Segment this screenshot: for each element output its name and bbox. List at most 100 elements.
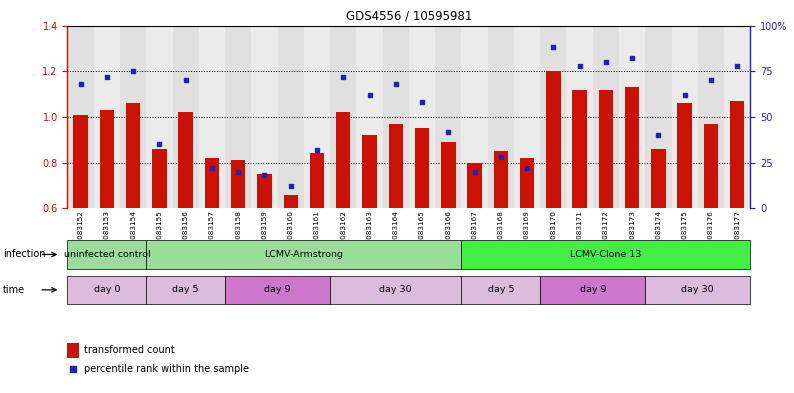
Bar: [546, 71, 561, 208]
FancyBboxPatch shape: [146, 276, 225, 304]
Point: [153, 141, 166, 147]
Bar: [330, 26, 357, 208]
Bar: [362, 135, 376, 208]
Bar: [304, 26, 330, 208]
Point: [704, 77, 717, 83]
Point: [284, 183, 297, 189]
Point: [547, 44, 560, 51]
Bar: [152, 149, 167, 208]
FancyBboxPatch shape: [330, 276, 461, 304]
Point: [599, 59, 612, 65]
Point: [652, 132, 665, 138]
FancyBboxPatch shape: [67, 276, 146, 304]
FancyBboxPatch shape: [540, 276, 646, 304]
Point: [179, 77, 192, 83]
Bar: [388, 124, 403, 208]
Bar: [205, 158, 219, 208]
Bar: [231, 160, 245, 208]
Bar: [672, 26, 698, 208]
Point: [206, 165, 218, 171]
Point: [101, 73, 114, 80]
Bar: [409, 26, 435, 208]
Point: [75, 81, 87, 87]
Text: infection: infection: [3, 250, 46, 259]
Bar: [646, 26, 672, 208]
Bar: [73, 115, 88, 208]
Text: GDS4556 / 10595981: GDS4556 / 10595981: [345, 10, 472, 23]
Text: day 5: day 5: [488, 285, 514, 294]
Bar: [414, 129, 430, 208]
Bar: [468, 163, 482, 208]
Text: day 0: day 0: [94, 285, 120, 294]
Point: [337, 73, 349, 80]
Bar: [520, 158, 534, 208]
Text: time: time: [3, 285, 25, 295]
Point: [389, 81, 402, 87]
FancyBboxPatch shape: [646, 276, 750, 304]
Bar: [698, 26, 724, 208]
Point: [495, 154, 507, 160]
Text: day 9: day 9: [264, 285, 291, 294]
Bar: [283, 195, 298, 208]
Text: uninfected control: uninfected control: [64, 250, 150, 259]
Bar: [494, 151, 508, 208]
Bar: [310, 153, 324, 208]
Bar: [126, 103, 141, 208]
Text: day 30: day 30: [681, 285, 714, 294]
Bar: [724, 26, 750, 208]
Point: [468, 169, 481, 175]
Bar: [566, 26, 593, 208]
Bar: [252, 26, 278, 208]
Bar: [599, 90, 613, 208]
Point: [573, 62, 586, 69]
Text: day 30: day 30: [380, 285, 412, 294]
Bar: [651, 149, 665, 208]
Point: [67, 366, 79, 373]
Text: day 9: day 9: [580, 285, 606, 294]
Bar: [67, 343, 79, 358]
Point: [521, 165, 534, 171]
Bar: [100, 110, 114, 208]
FancyBboxPatch shape: [225, 276, 330, 304]
Text: day 5: day 5: [172, 285, 199, 294]
Point: [232, 169, 245, 175]
Bar: [120, 26, 146, 208]
Bar: [514, 26, 540, 208]
Bar: [225, 26, 252, 208]
Point: [442, 129, 455, 135]
Bar: [540, 26, 566, 208]
Bar: [730, 101, 745, 208]
Bar: [593, 26, 619, 208]
Bar: [488, 26, 514, 208]
Bar: [94, 26, 120, 208]
FancyBboxPatch shape: [67, 240, 146, 269]
Text: LCMV-Armstrong: LCMV-Armstrong: [264, 250, 343, 259]
FancyBboxPatch shape: [461, 240, 750, 269]
Bar: [383, 26, 409, 208]
Bar: [179, 112, 193, 208]
FancyBboxPatch shape: [461, 276, 540, 304]
Point: [127, 68, 140, 74]
Point: [258, 172, 271, 178]
Point: [730, 62, 743, 69]
Text: LCMV-Clone 13: LCMV-Clone 13: [570, 250, 642, 259]
Bar: [278, 26, 304, 208]
FancyBboxPatch shape: [146, 240, 461, 269]
Bar: [572, 90, 587, 208]
Point: [363, 92, 376, 98]
Bar: [198, 26, 225, 208]
Point: [310, 147, 323, 153]
Bar: [677, 103, 692, 208]
Bar: [172, 26, 198, 208]
Bar: [336, 112, 350, 208]
Bar: [625, 87, 639, 208]
Bar: [67, 26, 94, 208]
Point: [416, 99, 429, 105]
Point: [678, 92, 691, 98]
Bar: [257, 174, 272, 208]
Bar: [435, 26, 461, 208]
Bar: [461, 26, 488, 208]
Text: transformed count: transformed count: [84, 345, 175, 355]
Point: [626, 55, 638, 62]
Bar: [703, 124, 718, 208]
